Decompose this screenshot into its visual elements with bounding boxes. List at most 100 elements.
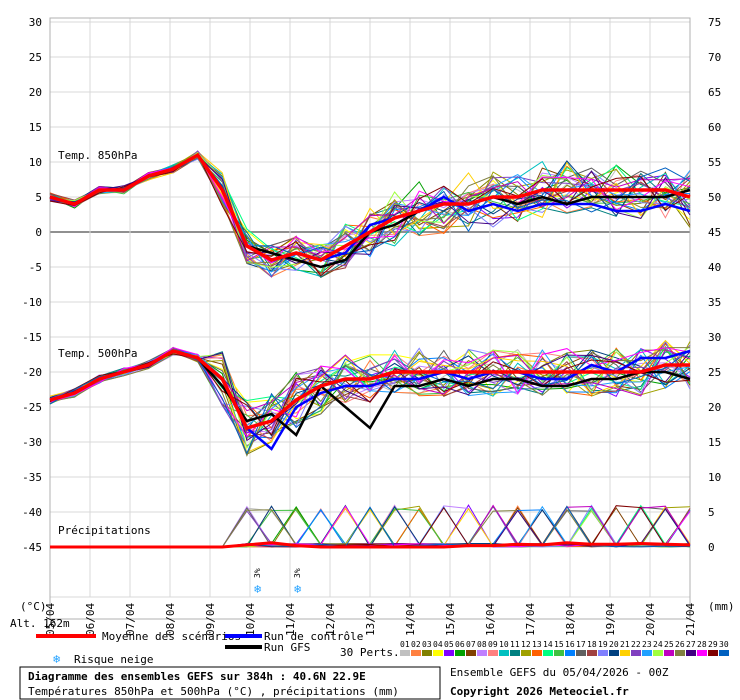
- perturbation-legend: 01 02 03 04 05 06 07 08 09 10 11 12 13 14 15 16 17 18 19 20…: [400, 640, 729, 656]
- perturbation-number: 14: [543, 640, 553, 649]
- perturbation-swatch: [631, 650, 641, 656]
- right-tick-label: 5: [708, 506, 715, 519]
- right-tick-label: 65: [708, 86, 721, 99]
- panel-label-t850: Temp. 850hPa: [58, 149, 137, 162]
- perturbation-number: 06: [455, 640, 465, 649]
- date-label: 09/04: [204, 603, 217, 636]
- date-label: 16/04: [484, 603, 497, 636]
- perturbation-swatch: [609, 650, 619, 656]
- x-axis-dates: 05/04 06/04 07/04 08/04 09/04 10/04 11/04 12/04…: [44, 603, 697, 636]
- mean-precip-line: [50, 541, 691, 549]
- date-label: 19/04: [604, 603, 617, 636]
- snow-risk-percent: 3%: [293, 568, 302, 578]
- left-tick-label: -40: [22, 506, 42, 519]
- perturbation-number: 20: [609, 640, 619, 649]
- perturbation-number: 29: [708, 640, 718, 649]
- left-tick-label: -35: [22, 471, 42, 484]
- footer-title: Diagramme des ensembles GEFS sur 384h : …: [28, 670, 366, 683]
- perturbation-number: 10: [499, 640, 509, 649]
- left-tick-label: 25: [29, 51, 42, 64]
- legend-gfs-label: Run GFS: [264, 641, 310, 654]
- perturbation-number: 27: [686, 640, 696, 649]
- date-label: 17/04: [524, 603, 537, 636]
- right-tick-label: 40: [708, 261, 721, 274]
- legend-control-label: Run de contrôle: [264, 630, 363, 643]
- perturbation-number: 04: [433, 640, 443, 649]
- perturbation-swatch: [532, 650, 542, 656]
- perturbation-number: 21: [620, 640, 630, 649]
- perturbation-number: 30: [719, 640, 729, 649]
- date-label: 15/04: [444, 603, 457, 636]
- perturbation-t850-line: [49, 150, 691, 278]
- perturbation-swatch: [543, 650, 553, 656]
- perturbation-swatch: [576, 650, 586, 656]
- perturbation-number: 23: [642, 640, 652, 649]
- perturbation-swatch: [455, 650, 465, 656]
- perturbation-number: 13: [532, 640, 542, 649]
- perturbation-swatch: [598, 650, 608, 656]
- left-axis-unit: (°C): [20, 600, 47, 613]
- date-label: 10/04: [244, 603, 257, 636]
- perturbation-swatch: [521, 650, 531, 656]
- perturbation-number: 03: [422, 640, 432, 649]
- right-tick-label: 75: [708, 16, 721, 29]
- left-tick-label: -20: [22, 366, 42, 379]
- perturbation-number: 18: [587, 640, 597, 649]
- perturbation-number: 07: [466, 640, 476, 649]
- right-axis-unit: (mm): [708, 600, 735, 613]
- perturbation-swatch: [686, 650, 696, 656]
- right-tick-label: 15: [708, 436, 721, 449]
- right-tick-label: 10: [708, 471, 721, 484]
- left-tick-label: 10: [29, 156, 42, 169]
- perturbation-swatch: [587, 650, 597, 656]
- left-tick-label: -25: [22, 401, 42, 414]
- right-tick-label: 25: [708, 366, 721, 379]
- footer-copyright: Copyright 2026 Meteociel.fr: [450, 685, 629, 698]
- right-tick-label: 50: [708, 191, 721, 204]
- perturbation-swatch: [433, 650, 443, 656]
- left-tick-label: -15: [22, 331, 42, 344]
- right-tick-label: 45: [708, 226, 721, 239]
- date-label: 18/04: [564, 603, 577, 636]
- mean-t850-line: [49, 152, 691, 262]
- perturbation-number: 16: [565, 640, 575, 649]
- perturbation-swatch: [620, 650, 630, 656]
- perturbation-swatch: [653, 650, 663, 656]
- mean-t500-line: [49, 349, 690, 431]
- perturbation-number: 17: [576, 640, 586, 649]
- left-tick-label: -5: [29, 261, 42, 274]
- perturbation-number: 02: [411, 640, 421, 649]
- right-tick-label: 55: [708, 156, 721, 169]
- perturbation-number: 11: [510, 640, 520, 649]
- perturbation-swatch: [444, 650, 454, 656]
- perturbation-swatch: [675, 650, 685, 656]
- panel-label-precip: Précipitations: [58, 524, 151, 537]
- perturbation-swatch: [510, 650, 520, 656]
- left-tick-label: 30: [29, 16, 42, 29]
- perturbation-swatch: [466, 650, 476, 656]
- perturbation-swatch: [554, 650, 564, 656]
- right-tick-label: 0: [708, 541, 715, 554]
- right-tick-label: 30: [708, 331, 721, 344]
- snowflake-icon: ❄: [53, 652, 60, 666]
- perturbation-swatch: [642, 650, 652, 656]
- left-tick-label: -30: [22, 436, 42, 449]
- perturbation-t500-line: [49, 347, 690, 457]
- perturbation-number: 05: [444, 640, 454, 649]
- legend-mean-label: Moyenne des scénarios: [102, 630, 241, 643]
- left-tick-label: -10: [22, 296, 42, 309]
- perturbation-t850-line: [49, 153, 691, 264]
- left-tick-label: 20: [29, 86, 42, 99]
- date-label: 12/04: [324, 603, 337, 636]
- legend: Moyenne des scénarios Run de contrôle Ru…: [36, 630, 729, 666]
- perturbation-number: 08: [477, 640, 487, 649]
- snow-risk-percent: 3%: [253, 568, 262, 578]
- perturbation-number: 24: [653, 640, 663, 649]
- perturbation-number: 09: [488, 640, 498, 649]
- left-tick-label: 5: [35, 191, 42, 204]
- altitude-label: Alt. 162m: [10, 617, 70, 630]
- snowflake-icon: ❄: [254, 582, 261, 596]
- perturbation-number: 22: [631, 640, 641, 649]
